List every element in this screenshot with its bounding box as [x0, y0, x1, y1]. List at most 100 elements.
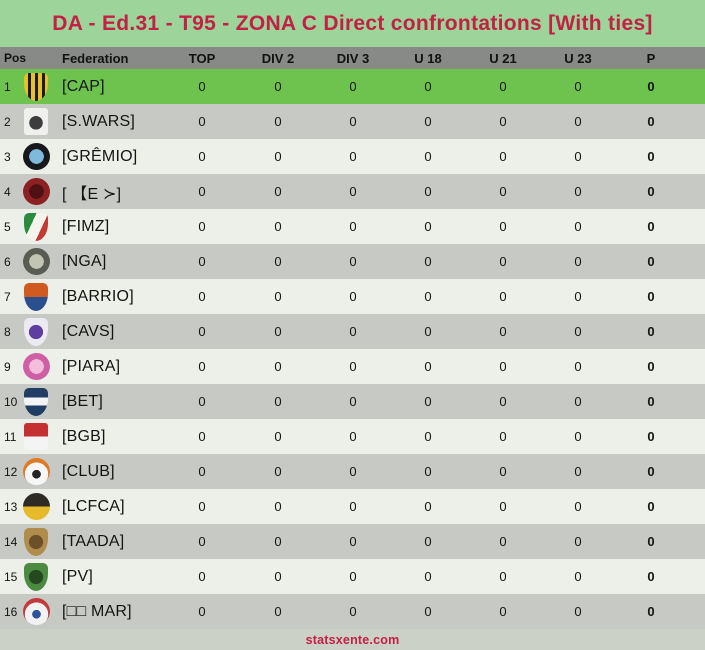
table-row: 15 [PV] 0 0 0 0 0 0 0 — [0, 559, 705, 594]
div2-value: 0 — [274, 324, 282, 339]
table-row: 10 [BET] 0 0 0 0 0 0 0 — [0, 384, 705, 419]
p-value: 0 — [647, 289, 655, 304]
div3-value: 0 — [349, 79, 357, 94]
u21-value: 0 — [499, 114, 507, 129]
federation-name: [BET] — [62, 392, 104, 410]
top-value: 0 — [198, 289, 206, 304]
top-value: 0 — [198, 184, 206, 199]
gremio-crest-icon — [22, 143, 50, 170]
div2-value: 0 — [274, 219, 282, 234]
table-row: 7 [BARRIO] 0 0 0 0 0 0 0 — [0, 279, 705, 314]
federation-name: [CLUB] — [62, 462, 115, 480]
div2-value: 0 — [274, 604, 282, 619]
position-cell: 6 — [4, 254, 11, 269]
badge-cell — [22, 72, 50, 101]
p-value: 0 — [647, 359, 655, 374]
u23-value: 0 — [574, 359, 582, 374]
u21-value: 0 — [499, 534, 507, 549]
u18-value: 0 — [424, 394, 432, 409]
u23-value: 0 — [574, 429, 582, 444]
p-value: 0 — [647, 429, 655, 444]
top-value: 0 — [198, 394, 206, 409]
top-value: 0 — [198, 149, 206, 164]
federation-name: [CAVS] — [62, 322, 115, 340]
badge-cell — [22, 212, 50, 241]
u23-value: 0 — [574, 79, 582, 94]
badge-cell — [22, 143, 50, 170]
column-header-pos: Pos — [4, 51, 27, 65]
position-cell: 16 — [4, 604, 18, 619]
cavs-crest-icon — [24, 317, 48, 346]
top-value: 0 — [198, 464, 206, 479]
top-value: 0 — [198, 604, 206, 619]
table-row: 2 [S.WARS] 0 0 0 0 0 0 0 — [0, 104, 705, 139]
u21-value: 0 — [499, 184, 507, 199]
position-cell: 11 — [4, 429, 17, 444]
u18-value: 0 — [424, 569, 432, 584]
table-row: 13 [LCFCA] 0 0 0 0 0 0 0 — [0, 489, 705, 524]
position-cell: 1 — [4, 79, 11, 94]
p-value: 0 — [647, 464, 655, 479]
div3-value: 0 — [349, 184, 357, 199]
div3-value: 0 — [349, 499, 357, 514]
p-value: 0 — [647, 569, 655, 584]
column-header-p: P — [646, 50, 656, 66]
top-value: 0 — [198, 359, 206, 374]
club-crest-icon — [22, 458, 50, 485]
u18-value: 0 — [424, 219, 432, 234]
u23-value: 0 — [574, 114, 582, 129]
u23-value: 0 — [574, 289, 582, 304]
u21-value: 0 — [499, 429, 507, 444]
position-cell: 3 — [4, 149, 11, 164]
div2-value: 0 — [274, 114, 282, 129]
federation-name: [FIMZ] — [62, 217, 110, 235]
div3-value: 0 — [349, 464, 357, 479]
div2-value: 0 — [274, 394, 282, 409]
top-value: 0 — [198, 254, 206, 269]
u18-value: 0 — [424, 359, 432, 374]
div3-value: 0 — [349, 254, 357, 269]
column-header-u23: U 23 — [564, 50, 592, 66]
mar-crest-icon — [22, 598, 50, 625]
position-cell: 14 — [4, 534, 18, 549]
u21-value: 0 — [499, 394, 507, 409]
badge-cell — [22, 282, 50, 311]
position-cell: 8 — [4, 324, 11, 339]
column-header-u18: U 18 — [414, 50, 442, 66]
swars-crest-icon — [24, 108, 48, 135]
badge-cell — [22, 527, 50, 556]
federation-name: [LCFCA] — [62, 497, 125, 515]
div3-value: 0 — [349, 604, 357, 619]
u21-value: 0 — [499, 254, 507, 269]
u23-value: 0 — [574, 184, 582, 199]
p-value: 0 — [647, 534, 655, 549]
div2-value: 0 — [274, 79, 282, 94]
badge-cell — [22, 423, 50, 450]
u23-value: 0 — [574, 569, 582, 584]
table-row: 9 [PIARA] 0 0 0 0 0 0 0 — [0, 349, 705, 384]
taada-crest-icon — [24, 527, 48, 556]
table-row: 8 [CAVS] 0 0 0 0 0 0 0 — [0, 314, 705, 349]
table-row: 1 [CAP] 0 0 0 0 0 0 0 — [0, 69, 705, 104]
u18-value: 0 — [424, 324, 432, 339]
u18-value: 0 — [424, 114, 432, 129]
column-header-u21: U 21 — [489, 50, 517, 66]
p-value: 0 — [647, 499, 655, 514]
u18-value: 0 — [424, 464, 432, 479]
div3-value: 0 — [349, 394, 357, 409]
position-cell: 10 — [4, 394, 18, 409]
u23-value: 0 — [574, 604, 582, 619]
bgb-crest-icon — [24, 423, 48, 450]
title-band: DA - Ed.31 - T95 - ZONA C Direct confron… — [0, 0, 705, 47]
u18-value: 0 — [424, 289, 432, 304]
top-value: 0 — [198, 114, 206, 129]
federation-name: [S.WARS] — [62, 112, 136, 130]
u21-value: 0 — [499, 604, 507, 619]
u21-value: 0 — [499, 289, 507, 304]
div3-value: 0 — [349, 359, 357, 374]
top-value: 0 — [198, 219, 206, 234]
u23-value: 0 — [574, 324, 582, 339]
u18-value: 0 — [424, 254, 432, 269]
u21-value: 0 — [499, 464, 507, 479]
bet-crest-icon — [24, 387, 48, 416]
